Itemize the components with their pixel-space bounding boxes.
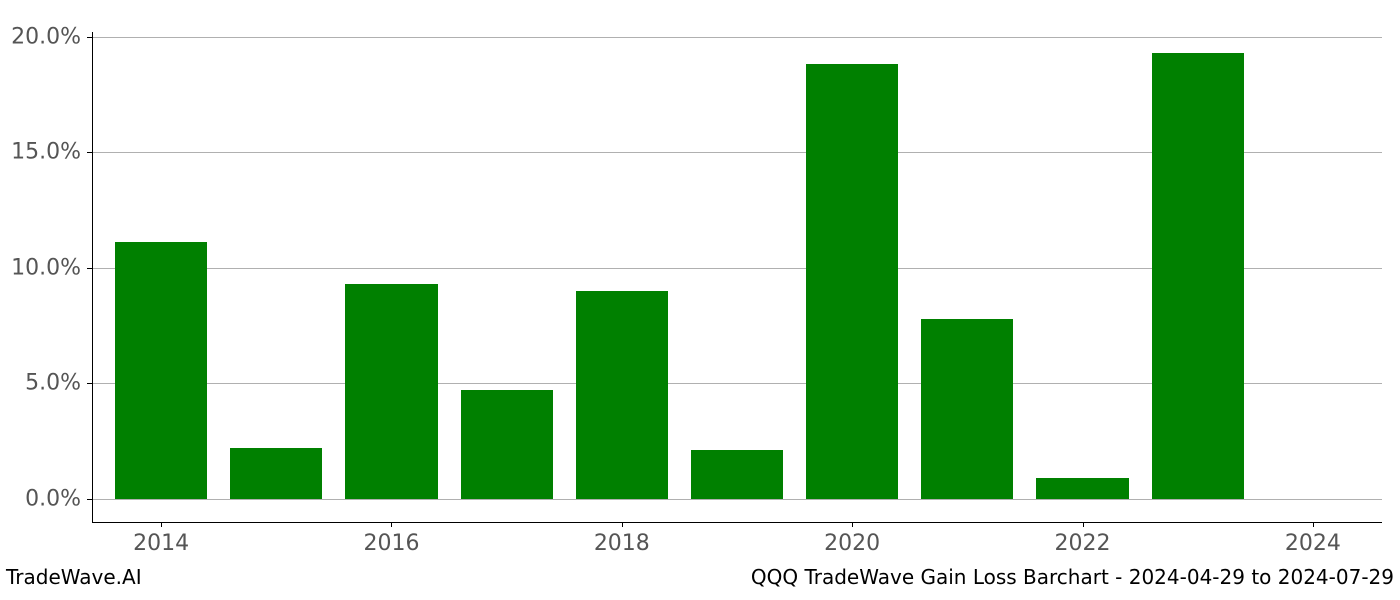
- bar: [1152, 53, 1244, 499]
- bar: [691, 450, 783, 499]
- y-tick-mark: [87, 268, 92, 269]
- bar: [806, 64, 898, 499]
- x-tick-label: 2018: [594, 531, 650, 556]
- y-tick-label: 10.0%: [11, 255, 81, 280]
- x-tick-label: 2022: [1055, 531, 1111, 556]
- x-tick-label: 2016: [363, 531, 419, 556]
- y-tick-mark: [87, 152, 92, 153]
- y-tick-mark: [87, 37, 92, 38]
- x-axis-spine: [92, 522, 1382, 523]
- grid-line: [92, 499, 1382, 500]
- bar: [230, 448, 322, 499]
- grid-line: [92, 37, 1382, 38]
- x-tick-mark: [852, 522, 853, 527]
- x-tick-label: 2024: [1285, 531, 1341, 556]
- y-tick-mark: [87, 383, 92, 384]
- figure: 0.0% 5.0% 10.0% 15.0% 20.0% 2014 2016 2018 2020…: [0, 0, 1400, 600]
- y-tick-label: 5.0%: [25, 371, 81, 396]
- x-tick-mark: [622, 522, 623, 527]
- bar: [921, 319, 1013, 499]
- y-tick-label: 20.0%: [11, 24, 81, 49]
- bar: [1036, 478, 1128, 499]
- y-axis-spine: [92, 32, 93, 522]
- bar: [115, 242, 207, 499]
- y-tick-label: 0.0%: [25, 486, 81, 511]
- y-tick-label: 15.0%: [11, 140, 81, 165]
- bar: [345, 284, 437, 499]
- x-tick-label: 2020: [824, 531, 880, 556]
- x-tick-label: 2014: [133, 531, 189, 556]
- x-tick-mark: [1083, 522, 1084, 527]
- plot-area: [92, 32, 1382, 522]
- bar: [461, 390, 553, 499]
- footer-right-label: QQQ TradeWave Gain Loss Barchart - 2024-…: [751, 565, 1394, 589]
- y-tick-mark: [87, 499, 92, 500]
- x-tick-mark: [161, 522, 162, 527]
- footer-left-label: TradeWave.AI: [6, 565, 142, 589]
- x-tick-mark: [391, 522, 392, 527]
- bar: [576, 291, 668, 499]
- x-tick-mark: [1313, 522, 1314, 527]
